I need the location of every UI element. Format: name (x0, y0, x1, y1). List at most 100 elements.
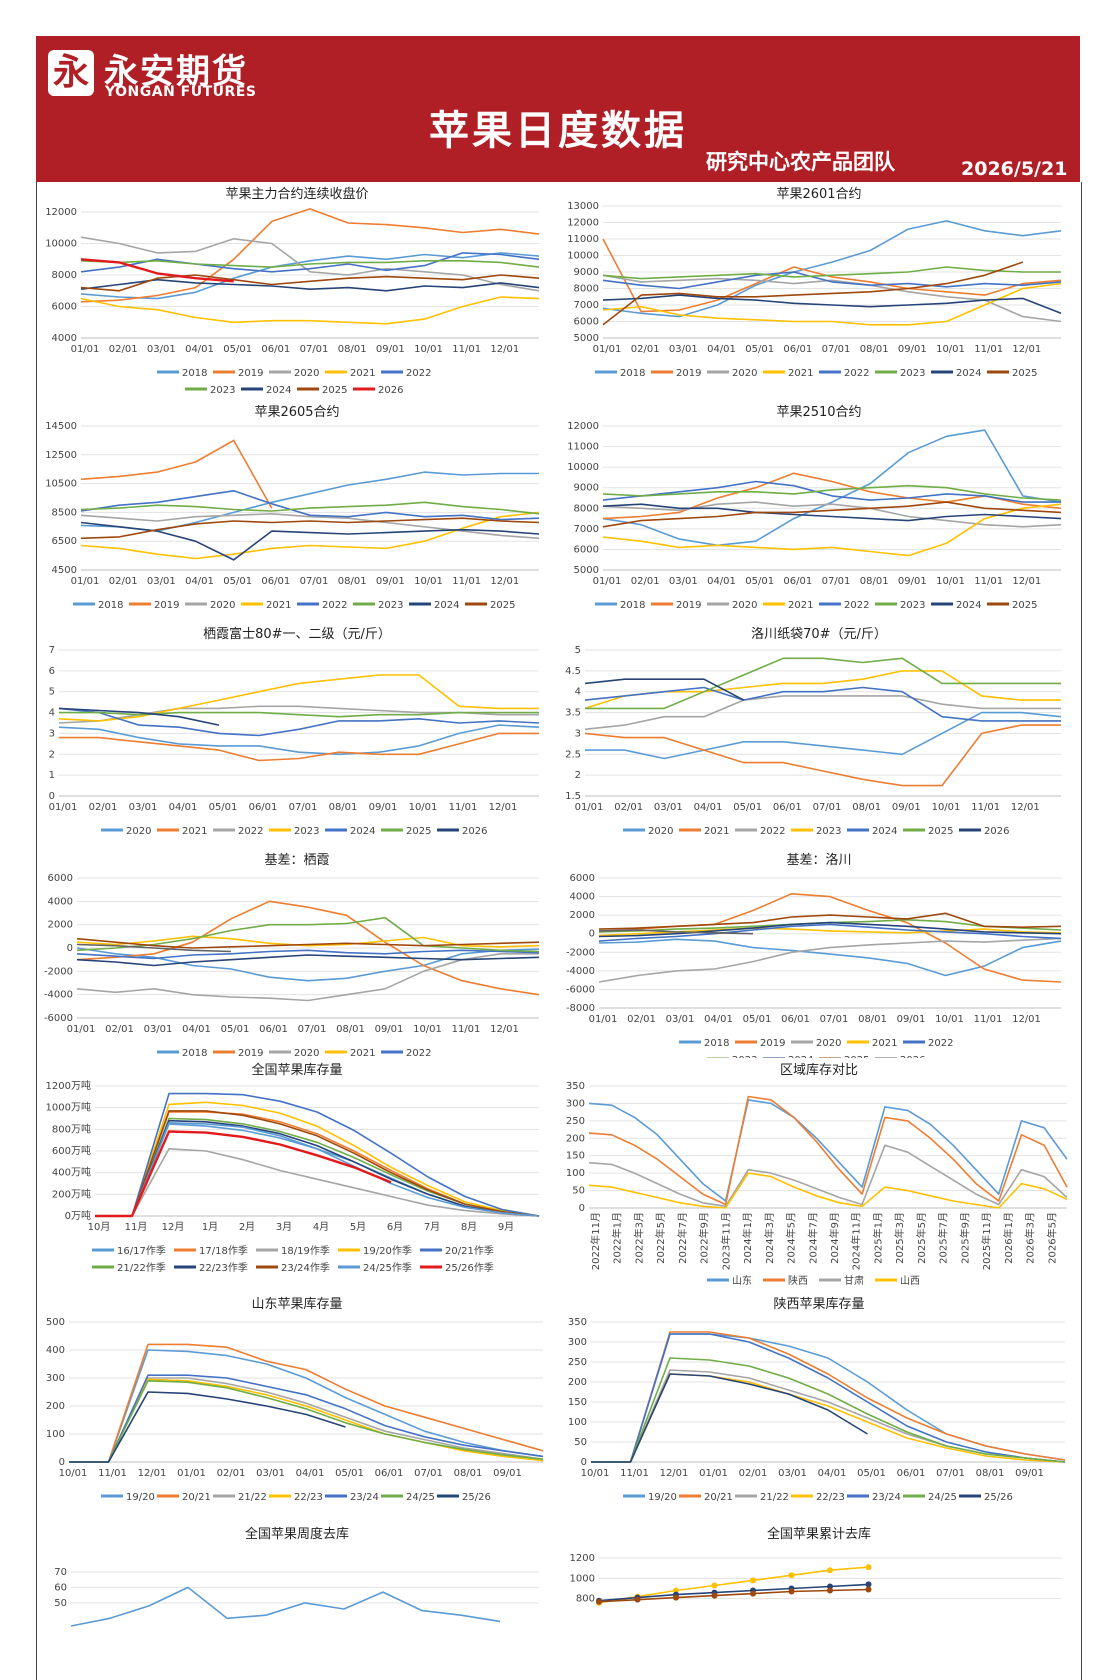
series-line-2024 (602, 294, 1062, 315)
y-tick-label: 2000 (48, 920, 73, 931)
y-tick-label: 4000 (570, 892, 595, 903)
chart-shandong-inventory: 山东苹果库存量 0 100 200 300 400 500 10/01 11/01 12/01 01… (46, 1296, 544, 1503)
legend-label: 2024 (956, 368, 981, 379)
series-line-2018 (80, 252, 540, 300)
y-tick-label: 6500 (52, 536, 77, 547)
y-tick-label: 1000 (570, 1573, 595, 1584)
x-tick-label: 04/01 (169, 802, 198, 813)
x-tick-label: 02/01 (739, 1468, 768, 1479)
y-tick-label: 7000 (574, 524, 599, 535)
y-tick-label: 250 (566, 1116, 585, 1127)
series-line-2025 (76, 937, 540, 949)
legend-label: 2023 (378, 600, 403, 611)
chart-shaanxi-inventory: 陕西苹果库存量 0 50 100 150 200 250 300 350 10/01 11/01 12… (568, 1296, 1066, 1503)
legend-label: 2018 (182, 368, 207, 379)
x-tick-label: 09/01 (369, 802, 398, 813)
y-tick-label: 4000 (52, 333, 77, 344)
x-tick-label: 2023年11月 (719, 1212, 732, 1270)
legend-label: 2020 (648, 826, 673, 837)
legend-label: 2021 (350, 368, 375, 379)
x-tick-label: 02/01 (631, 576, 660, 587)
legend-label: 24/25 (406, 1492, 435, 1503)
series-line-2122 (69, 1377, 544, 1463)
legend-label: 2022 (844, 600, 869, 611)
legend-label: 2023 (816, 826, 841, 837)
x-tick-label: 09/01 (376, 576, 405, 587)
chart-contract-2601: 苹果2601合约 5000 6000 7000 8000 9000 10000 11000 12… (567, 187, 1062, 379)
x-tick-label: 10/01 (414, 576, 443, 587)
x-tick-label: 09/01 (898, 344, 927, 355)
legend-label: 2022 (406, 1048, 431, 1058)
x-tick-label: 03/01 (256, 1468, 285, 1479)
legend-label: 25/26 (984, 1492, 1013, 1503)
legend-label: 2022 (760, 826, 785, 837)
x-tick-label: 06/01 (261, 576, 290, 587)
y-tick-label: 6000 (574, 544, 599, 555)
legend-label: 山东 (732, 1274, 752, 1287)
y-tick-label: 50 (574, 1437, 587, 1448)
x-tick-label: 06/01 (773, 802, 802, 813)
series-line-2023 (80, 501, 540, 515)
x-tick-label: 04/01 (707, 344, 736, 355)
data-point (865, 1586, 872, 1593)
legend-label: 23/24作季 (281, 1262, 330, 1274)
series-line-2025 (80, 517, 540, 540)
x-tick-label: 09/01 (898, 576, 927, 587)
chart-title: 苹果主力合约连续收盘价 (225, 186, 368, 202)
y-tick-label: -8000 (566, 1003, 595, 1014)
series-line-2324 (591, 1333, 1066, 1463)
legend-label: 2021 (266, 600, 291, 611)
series-line- (588, 1095, 1068, 1206)
legend-label: 25/26 (462, 1492, 491, 1503)
x-tick-label: 2024年5月 (785, 1212, 798, 1264)
legend-label: 2022 (322, 600, 347, 611)
y-tick-label: 8500 (52, 507, 77, 518)
series-line-2024 (602, 503, 1062, 522)
chart-title: 区域库存对比 (780, 1062, 858, 1078)
x-tick-label: 2026年5月 (1045, 1212, 1058, 1264)
legend-label: 2022 (844, 368, 869, 379)
x-tick-label: 03/01 (144, 1024, 173, 1035)
legend-label: 2022 (406, 368, 431, 379)
y-tick-label: 0 (579, 1203, 585, 1214)
x-tick-label: 08/01 (338, 576, 367, 587)
y-tick-label: 5 (575, 645, 581, 656)
series-line-2022 (598, 923, 1062, 942)
x-tick-label: 01/01 (67, 1024, 96, 1035)
x-tick-label: 05/01 (745, 344, 774, 355)
y-tick-label: 11000 (567, 234, 599, 245)
data-point (788, 1588, 795, 1595)
x-tick-label: 11/01 (974, 576, 1003, 587)
x-tick-label: 09/01 (375, 1024, 404, 1035)
x-tick-label: 07/01 (414, 1468, 443, 1479)
x-tick-label: 10/01 (935, 1014, 964, 1025)
series-line-2020 (80, 513, 540, 540)
legend-label: 23/24 (350, 1492, 379, 1503)
x-tick-label: 11/01 (620, 1468, 649, 1479)
legend-label: 2025 (928, 826, 953, 837)
series-line-2023 (76, 916, 540, 953)
series-line-s1 (598, 1566, 869, 1604)
legend-label: 2026 (378, 385, 403, 396)
x-tick-label: 03/01 (147, 576, 176, 587)
legend-label: 2024 (788, 1055, 813, 1058)
x-tick-label: 06/01 (375, 1468, 404, 1479)
logo-english-name: YONGAN FUTURES (105, 84, 257, 100)
legend-label: 2018 (704, 1038, 729, 1049)
page-title: 苹果日度数据 (429, 108, 687, 154)
legend-label: 20/21作季 (445, 1245, 494, 1257)
data-point (750, 1590, 756, 1597)
data-point (827, 1587, 833, 1594)
series-line-2020 (76, 953, 539, 1002)
legend-label: 2020 (210, 600, 235, 611)
x-tick-label: 10/01 (59, 1468, 88, 1479)
x-tick-label: 1月 (202, 1221, 218, 1233)
chart-title: 基差：洛川 (786, 853, 851, 868)
legend-label: 山西 (900, 1275, 920, 1287)
series-line-2022 (76, 949, 540, 960)
series-line-2025 (602, 261, 1024, 326)
series-line-2020 (80, 236, 540, 292)
legend-label: 2024 (872, 826, 897, 837)
legend-label: 2022 (238, 826, 263, 837)
x-tick-label: 07/01 (300, 576, 329, 587)
